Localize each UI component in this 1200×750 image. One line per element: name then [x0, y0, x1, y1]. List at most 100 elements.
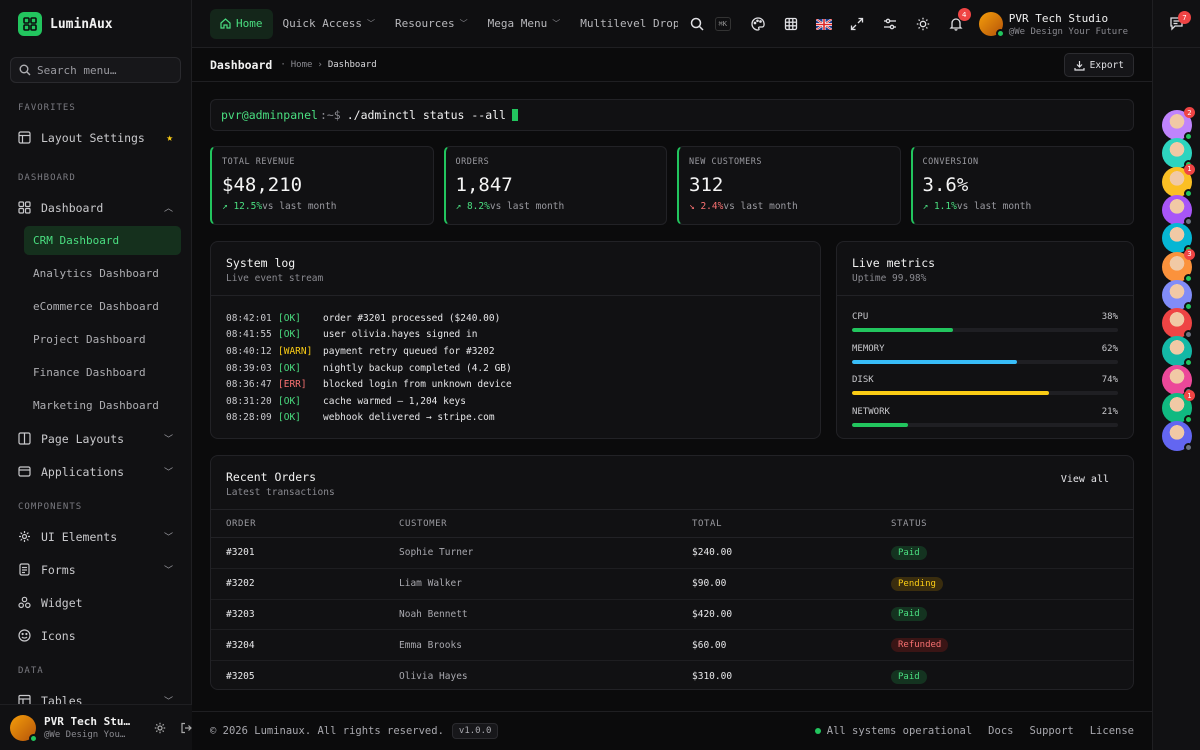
log-level: [OK] [278, 362, 301, 374]
header-user[interactable]: PVR Tech Studio @We Design Your Future [973, 12, 1152, 38]
version-badge: v1.0.0 [451, 723, 499, 739]
sidebar: LuminAux FAVORITES Layout Settings ★ DAS… [0, 0, 192, 750]
stat-change: ↘ 2.4%vs last month [689, 201, 890, 212]
shortcut-badge: ⌘K [710, 17, 736, 31]
theme-toggle-button[interactable] [907, 17, 940, 31]
search-button[interactable] [684, 17, 710, 31]
sidebar-item-page-layouts[interactable]: Page Layouts ﹀ [0, 422, 191, 455]
terminal-bar[interactable]: pvr@adminpanel :~$ ./adminctl status --a… [210, 99, 1134, 131]
log-time: 08:40:12 [226, 345, 272, 357]
export-button[interactable]: Export [1063, 53, 1134, 77]
sidebar-subitem-project[interactable]: Project Dashboard [33, 333, 146, 346]
log-message: cache warmed — 1,204 keys [323, 395, 466, 407]
status-badge: Pending [891, 576, 943, 591]
log-message: nightly backup completed (4.2 GB) [323, 362, 512, 374]
contact-avatar[interactable]: 1 [1162, 163, 1195, 198]
topnav-quick-access[interactable]: Quick Access ﹀ [273, 9, 385, 39]
sidebar-item-dashboard[interactable]: Dashboard ︿ [0, 191, 191, 224]
sidebar-subitem-finance[interactable]: Finance Dashboard [33, 366, 146, 379]
terminal-cursor [511, 109, 518, 121]
metric-value: 38% [1101, 312, 1118, 322]
contact-avatar[interactable]: 1 [1162, 390, 1195, 424]
footer-link-docs[interactable]: Docs [988, 725, 1014, 737]
sidebar-item-applications[interactable]: Applications ﹀ [0, 455, 191, 488]
table-row[interactable]: #3205 Olivia Hayes $310.00 Paid [211, 661, 1133, 692]
column-header[interactable]: ORDER [226, 518, 257, 529]
search-icon [19, 64, 31, 76]
contact-avatar[interactable]: 2 [1162, 107, 1195, 141]
topnav-label: Multilevel Drop [580, 17, 679, 30]
brand-logo-icon [18, 12, 42, 36]
search-input[interactable] [37, 63, 177, 77]
contact-avatar[interactable] [1162, 308, 1193, 340]
sidebar-item-label: Dashboard [41, 200, 104, 215]
metric-row: CPU 38% [852, 312, 1118, 344]
sidebar-item-widget[interactable]: Widget [0, 586, 191, 619]
contact-avatar[interactable]: 3 [1162, 248, 1195, 283]
table-row[interactable]: #3201 Sophie Turner $240.00 Paid [211, 538, 1133, 569]
settings-sliders-button[interactable] [874, 17, 907, 31]
fullscreen-button[interactable] [841, 17, 874, 31]
contact-avatar[interactable] [1162, 336, 1193, 368]
log-entry: 08:42:01 [OK] order #3201 processed ($240.… [226, 310, 805, 327]
stat-card: CONVERSION 3.6% ↗ 1.1%vs last month [910, 146, 1134, 225]
gear-icon[interactable] [154, 722, 166, 734]
sidebar-item-layout-settings[interactable]: Layout Settings ★ [0, 121, 191, 154]
chevron-down-icon: ﹀ [163, 435, 173, 445]
topnav-home[interactable]: Home [210, 8, 273, 39]
column-header[interactable]: STATUS [891, 518, 928, 529]
metric-bar-fill [852, 328, 954, 332]
status-badge: Paid [891, 607, 927, 622]
theme-palette-button[interactable] [742, 17, 775, 31]
contact-avatar[interactable] [1162, 194, 1193, 226]
order-id: #3202 [226, 578, 255, 590]
notifications-button[interactable]: 4 [940, 8, 973, 31]
contact-avatar[interactable] [1162, 279, 1193, 311]
logout-icon[interactable] [180, 722, 192, 734]
sidebar-item-icons[interactable]: Icons [0, 619, 191, 652]
sidebar-subitem-ecommerce[interactable]: eCommerce Dashboard [33, 300, 159, 313]
order-total: $90.00 [692, 578, 727, 590]
chat-button[interactable]: 7 [1153, 0, 1200, 48]
log-list: 08:42:01 [OK] order #3201 processed ($240.… [211, 296, 820, 440]
column-header[interactable]: TOTAL [692, 518, 723, 529]
star-icon[interactable]: ★ [166, 131, 173, 144]
stat-change: ↗ 12.5%vs last month [222, 201, 423, 212]
log-time: 08:39:03 [226, 362, 272, 374]
panel-title: Recent Orders [226, 470, 317, 484]
log-time: 08:28:09 [226, 412, 272, 424]
stat-change-value: 8.2% [466, 201, 490, 212]
topnav-resources[interactable]: Resources ﹀ [385, 9, 478, 39]
sidebar-subitem-marketing[interactable]: Marketing Dashboard [33, 399, 159, 412]
sidebar-subitem-analytics[interactable]: Analytics Dashboard [33, 267, 159, 280]
section-title-favorites: FAVORITES [18, 103, 76, 113]
apps-grid-button[interactable] [775, 17, 808, 31]
sidebar-item-ui-elements[interactable]: UI Elements ﹀ [0, 520, 191, 553]
footer-link-support[interactable]: Support [1029, 725, 1074, 737]
sidebar-user[interactable]: PVR Tech Stu… @We Design You… [0, 704, 192, 750]
stat-change-suffix: vs last month [723, 201, 798, 212]
table-row[interactable]: #3204 Emma Brooks $60.00 Refunded [211, 630, 1133, 662]
search-box[interactable] [10, 57, 181, 83]
breadcrumb-home[interactable]: Home [290, 59, 313, 70]
chevron-down-icon: ﹀ [552, 19, 561, 28]
stat-label: ORDERS [455, 157, 490, 167]
view-all-link[interactable]: View all [1060, 474, 1109, 485]
chat-count-badge: 7 [1178, 11, 1191, 24]
column-header[interactable]: CUSTOMER [399, 518, 448, 529]
metric-list: CPU 38% MEMORY 62% DISK 74% NETWORK 21% [837, 296, 1133, 438]
page-title: Dashboard [210, 57, 273, 72]
contact-avatar[interactable] [1162, 421, 1193, 453]
footer-link-license[interactable]: License [1089, 725, 1134, 737]
table-row[interactable]: #3203 Noah Bennett $420.00 Paid [211, 600, 1133, 631]
topnav-mega-menu[interactable]: Mega Menu ﹀ [478, 9, 571, 39]
live-metrics-panel: Live metrics Uptime 99.98% CPU 38% MEMORY 6… [836, 241, 1134, 439]
table-row[interactable]: #3202 Liam Walker $90.00 Pending [211, 569, 1133, 600]
sidebar-item-forms[interactable]: Forms ﹀ [0, 553, 191, 586]
applications-icon [18, 466, 31, 477]
sidebar-subitem-crm[interactable]: CRM Dashboard [24, 226, 181, 255]
language-button[interactable] [808, 18, 841, 30]
brand[interactable]: LuminAux [0, 0, 191, 48]
topnav-multilevel[interactable]: Multilevel Drop [570, 9, 678, 39]
main-content: pvr@adminpanel :~$ ./adminctl status --a… [210, 99, 1134, 690]
